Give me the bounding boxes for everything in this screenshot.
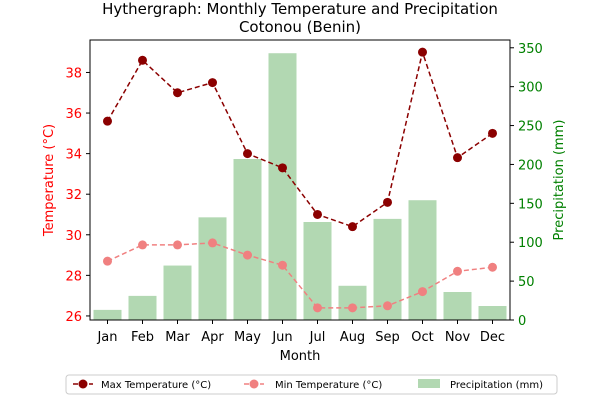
x-tick-label: Jul (309, 330, 326, 345)
legend-precip-label: Precipitation (mm) (450, 380, 543, 391)
chart-title-line2: Cotonou (Benin) (239, 18, 361, 36)
precipitation-bar-jun (268, 53, 297, 320)
x-tick-label: Dec (480, 330, 505, 345)
right-y-tick-label: 0 (518, 314, 526, 329)
precipitation-bar-nov (443, 292, 472, 320)
legend: Max Temperature (°C) Min Temperature (°C… (65, 374, 558, 395)
min-temperature-point-jan (103, 256, 112, 266)
left-y-tick-label: 26 (65, 310, 82, 325)
max-temperature-point-oct (418, 47, 427, 57)
x-axis-label: Month (280, 349, 321, 364)
chart-title-line1: Hythergraph: Monthly Temperature and Pre… (102, 0, 498, 18)
x-tick-label: Mar (165, 330, 190, 345)
left-y-tick-label: 32 (65, 188, 82, 203)
min-temperature-point-apr (208, 238, 217, 248)
precipitation-bar-jan (93, 309, 122, 320)
min-temperature-point-feb (138, 240, 147, 250)
min-temperature-point-jun (278, 260, 287, 270)
max-temperature-point-nov (453, 153, 462, 163)
precipitation-bar-mar (163, 265, 192, 320)
min-temperature-point-dec (488, 262, 497, 272)
x-tick-label: Jun (271, 330, 292, 345)
min-temperature-point-oct (418, 287, 427, 297)
max-temperature-point-may (243, 149, 252, 159)
max-temperature-line (106, 49, 493, 228)
precipitation-bar-oct (408, 200, 437, 320)
left-y-tick-label: 30 (65, 229, 82, 244)
plot-frame (89, 39, 511, 321)
left-y-axis-label: Temperature (°C) (42, 124, 57, 237)
left-y-tick-label: 28 (65, 269, 82, 284)
max-temperature-point-aug (348, 222, 357, 232)
temperature-lines (103, 47, 497, 313)
right-y-tick-label: 350 (518, 42, 543, 57)
right-y-axis: 0 50 100 150 200 250 300 350 (510, 42, 543, 329)
max-temperature-point-mar (173, 88, 182, 98)
max-temperature-point-sep (383, 197, 392, 207)
min-temperature-point-mar (173, 240, 182, 250)
precipitation-bar-feb (128, 295, 157, 320)
right-y-tick-label: 250 (518, 120, 543, 135)
legend-min-label: Min Temperature (°C) (275, 380, 382, 391)
right-y-tick-label: 50 (518, 275, 535, 290)
min-temperature-point-nov (453, 266, 462, 276)
min-temperature-point-may (243, 250, 252, 260)
right-y-tick-label: 300 (518, 81, 543, 96)
x-tick-label: Feb (131, 330, 154, 345)
max-temperature-point-feb (138, 55, 147, 65)
legend-min-marker (249, 379, 259, 389)
max-temperature-point-dec (488, 128, 497, 138)
legend-max-marker (78, 379, 88, 389)
precipitation-bars (93, 53, 507, 320)
right-y-tick-label: 100 (518, 236, 543, 251)
x-tick-label: Aug (340, 330, 365, 345)
max-temperature-point-jun (278, 163, 287, 173)
precipitation-bar-aug (338, 285, 367, 320)
x-axis: Jan Feb Mar Apr May Jun Jul Aug Sep Oct Nov Dec (96, 320, 505, 345)
left-y-tick-label: 34 (65, 148, 82, 163)
max-temperature-point-jul (313, 209, 322, 219)
left-y-axis: 26 28 30 32 34 36 38 (65, 66, 90, 325)
precipitation-bar-may (233, 159, 262, 320)
right-y-axis-label: Precipitation (mm) (552, 120, 567, 241)
legend-precip-swatch (418, 379, 440, 388)
legend-max-label: Max Temperature (°C) (101, 380, 211, 391)
left-y-tick-label: 38 (65, 66, 82, 81)
right-y-tick-label: 150 (518, 197, 543, 212)
min-temperature-point-aug (348, 303, 357, 313)
x-tick-label: Apr (201, 330, 224, 345)
min-temperature-point-jul (313, 303, 322, 313)
x-tick-label: Jan (96, 330, 117, 345)
x-tick-label: May (234, 330, 261, 345)
max-temperature-point-apr (208, 78, 217, 88)
x-tick-label: Oct (411, 330, 433, 345)
x-tick-label: Sep (375, 330, 400, 345)
left-y-tick-label: 36 (65, 107, 82, 122)
min-temperature-line (107, 242, 493, 309)
max-temperature-point-jan (103, 116, 112, 126)
x-tick-label: Nov (445, 330, 471, 345)
min-temperature-point-sep (383, 301, 392, 311)
right-y-tick-label: 200 (518, 158, 543, 173)
precipitation-bar-apr (198, 217, 227, 320)
precipitation-bar-dec (478, 306, 507, 320)
